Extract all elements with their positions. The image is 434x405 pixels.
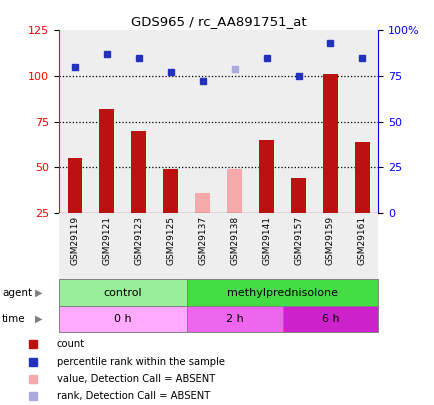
Bar <box>59 213 91 279</box>
Bar <box>186 30 218 213</box>
Bar <box>59 30 91 213</box>
Bar <box>59 279 186 306</box>
Text: 0 h: 0 h <box>114 314 131 324</box>
Bar <box>346 30 378 213</box>
Bar <box>67 158 82 213</box>
Text: GSM29138: GSM29138 <box>230 216 239 265</box>
Bar <box>122 213 155 279</box>
Bar <box>122 213 155 279</box>
Bar <box>91 213 122 279</box>
Bar <box>218 213 250 279</box>
Bar <box>155 30 186 213</box>
Bar <box>163 169 178 213</box>
Bar <box>91 30 122 213</box>
Bar <box>218 30 250 213</box>
Text: 2 h: 2 h <box>225 314 243 324</box>
Text: value, Detection Call = ABSENT: value, Detection Call = ABSENT <box>57 374 215 384</box>
Text: time: time <box>2 314 26 324</box>
Bar <box>282 306 378 332</box>
Text: GSM29141: GSM29141 <box>261 216 270 265</box>
Bar <box>59 213 91 279</box>
Text: ▶: ▶ <box>35 314 43 324</box>
Bar <box>282 30 314 213</box>
Bar <box>131 130 145 213</box>
Text: percentile rank within the sample: percentile rank within the sample <box>57 357 224 367</box>
Bar <box>99 109 114 213</box>
Bar <box>59 306 186 332</box>
Text: GSM29137: GSM29137 <box>197 216 207 265</box>
Bar <box>346 213 378 279</box>
Text: ▶: ▶ <box>35 288 43 298</box>
Text: GSM29161: GSM29161 <box>357 216 366 265</box>
Bar <box>122 30 155 213</box>
Bar <box>186 213 218 279</box>
Text: GSM29119: GSM29119 <box>70 216 79 265</box>
Bar <box>155 213 186 279</box>
Text: GSM29159: GSM29159 <box>325 216 334 265</box>
Bar <box>259 140 273 213</box>
Bar <box>355 142 369 213</box>
Bar <box>186 279 378 306</box>
Bar <box>91 213 122 279</box>
Bar <box>218 213 250 279</box>
Text: GSM29123: GSM29123 <box>134 216 143 265</box>
Bar <box>322 74 337 213</box>
Bar <box>282 213 314 279</box>
Bar <box>346 213 378 279</box>
Bar <box>314 30 345 213</box>
Bar <box>186 306 282 332</box>
Text: methylprednisolone: methylprednisolone <box>227 288 337 298</box>
Bar <box>314 213 345 279</box>
Bar <box>195 192 209 213</box>
Text: control: control <box>103 288 141 298</box>
Bar <box>250 30 282 213</box>
Text: rank, Detection Call = ABSENT: rank, Detection Call = ABSENT <box>57 391 210 401</box>
Text: 6 h: 6 h <box>321 314 339 324</box>
Bar <box>282 213 314 279</box>
Bar <box>250 213 282 279</box>
Title: GDS965 / rc_AA891751_at: GDS965 / rc_AA891751_at <box>131 15 306 28</box>
Text: GSM29157: GSM29157 <box>293 216 302 265</box>
Bar <box>250 213 282 279</box>
Bar <box>227 169 241 213</box>
Text: GSM29121: GSM29121 <box>102 216 111 265</box>
Text: GSM29125: GSM29125 <box>166 216 175 265</box>
Text: agent: agent <box>2 288 32 298</box>
Bar <box>186 213 218 279</box>
Bar <box>291 178 305 213</box>
Bar <box>314 213 345 279</box>
Bar <box>155 213 186 279</box>
Text: count: count <box>57 339 85 350</box>
